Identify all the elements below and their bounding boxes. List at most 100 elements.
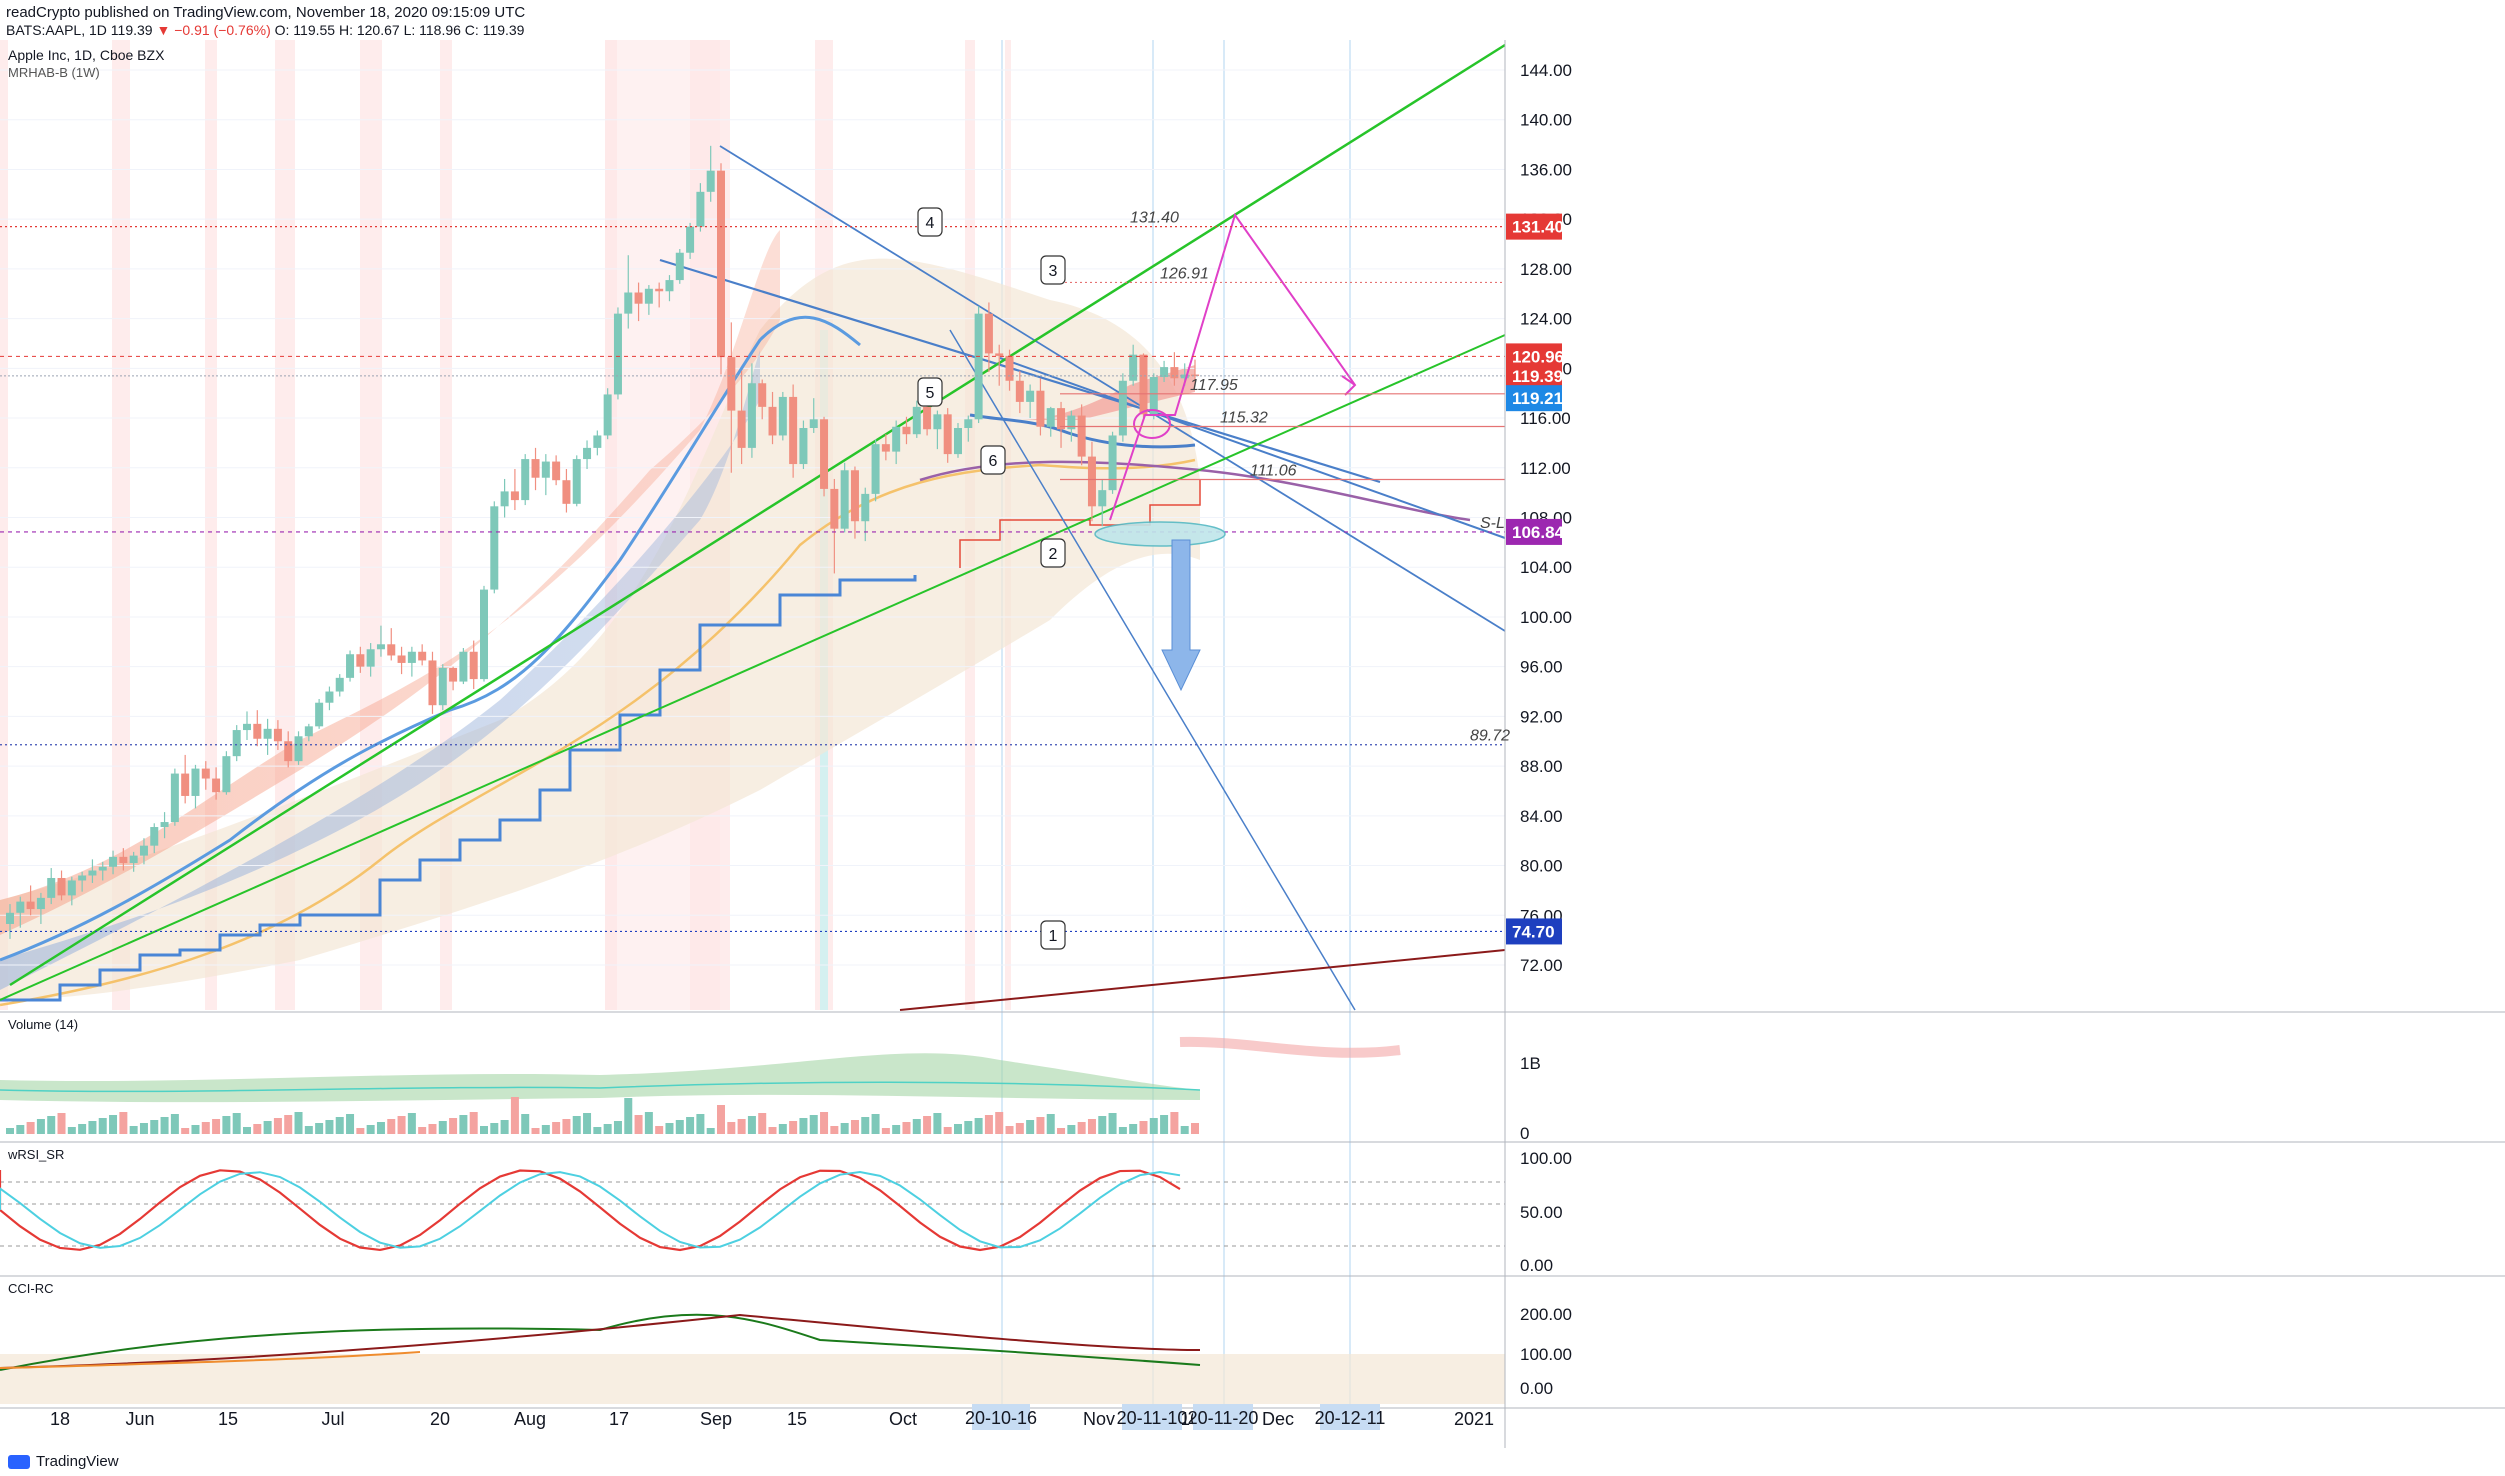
candle[interactable] [490,501,499,594]
candle[interactable] [655,282,664,308]
candle[interactable] [170,768,179,826]
candle[interactable] [1108,431,1117,494]
candle[interactable] [438,664,447,711]
tradingview-brand[interactable]: TradingView [8,1453,119,1470]
candle[interactable] [1057,401,1066,448]
candle[interactable] [964,415,973,442]
candle[interactable] [943,408,952,463]
candle[interactable] [1170,352,1179,386]
candle[interactable] [840,462,849,533]
candle[interactable] [294,731,303,765]
candle[interactable] [809,398,818,433]
candle[interactable] [892,420,901,465]
candle[interactable] [562,469,571,513]
candle[interactable] [88,859,97,883]
candle[interactable] [521,454,530,506]
candle[interactable] [706,145,715,202]
candle[interactable] [624,255,633,329]
candle[interactable] [1098,478,1107,527]
candle[interactable] [850,466,859,539]
candle[interactable] [1160,360,1169,383]
candle[interactable] [150,823,159,854]
candle[interactable] [1149,373,1158,420]
candle[interactable] [67,876,76,906]
candle[interactable] [902,416,911,445]
candle[interactable] [593,430,602,456]
candle[interactable] [139,838,148,865]
candle[interactable] [933,410,942,450]
candle[interactable] [974,306,983,424]
candle[interactable] [1191,359,1199,383]
candle[interactable] [57,870,66,901]
candle[interactable] [212,767,221,800]
candle[interactable] [995,344,1004,386]
candle[interactable] [500,478,509,518]
candle[interactable] [1015,370,1024,414]
candle[interactable] [315,698,324,729]
candle[interactable] [407,646,416,677]
candle[interactable] [191,764,200,809]
candle[interactable] [129,851,138,872]
candle[interactable] [366,643,375,677]
candle[interactable] [768,391,777,445]
candle[interactable] [686,222,695,259]
candle[interactable] [789,384,798,478]
candle[interactable] [243,711,251,741]
candle[interactable] [583,440,592,470]
candle[interactable] [541,454,550,496]
candle[interactable] [634,282,643,322]
candle[interactable] [572,455,581,507]
candle[interactable] [201,761,210,790]
candle[interactable] [1036,378,1045,436]
candle[interactable] [510,469,519,511]
candle[interactable] [613,307,622,400]
candle[interactable] [335,674,344,697]
candle[interactable] [717,163,725,375]
candle[interactable] [912,400,921,438]
candle[interactable] [119,848,128,871]
candle[interactable] [881,434,890,461]
candle[interactable] [644,285,653,315]
candle[interactable] [552,455,561,486]
candle[interactable] [1139,353,1148,419]
candle[interactable] [428,651,437,714]
candle[interactable] [696,183,705,232]
candle[interactable] [1077,404,1086,466]
candle[interactable] [109,850,118,875]
candle[interactable] [47,868,56,905]
candle[interactable] [387,628,396,661]
candle[interactable] [984,302,993,373]
candle[interactable] [459,648,468,685]
candle[interactable] [346,650,355,682]
candle[interactable] [603,388,612,440]
candle[interactable] [737,370,746,465]
candle[interactable] [78,871,87,892]
candle[interactable] [232,725,241,762]
candle[interactable] [253,710,262,747]
candle[interactable] [181,754,190,804]
candle[interactable] [778,391,787,441]
candle[interactable] [418,644,427,666]
candle[interactable] [26,885,35,916]
candle[interactable] [1026,384,1035,419]
candle[interactable] [376,625,385,657]
candle[interactable] [954,423,962,458]
candle[interactable] [758,379,767,420]
candle[interactable] [531,447,540,491]
candle[interactable] [222,751,231,795]
candle[interactable] [6,904,14,939]
candle[interactable] [727,322,736,473]
candle[interactable] [1118,373,1127,442]
candle[interactable] [665,275,674,302]
candle[interactable] [820,416,829,497]
candle[interactable] [1087,441,1096,522]
candle[interactable] [469,640,478,690]
candle[interactable] [263,718,272,755]
candle[interactable] [675,249,684,284]
candle[interactable] [397,646,406,675]
candle[interactable] [325,686,334,711]
candle[interactable] [799,420,808,470]
candle[interactable] [284,731,293,768]
candle[interactable] [871,439,880,502]
candle[interactable] [747,363,756,458]
